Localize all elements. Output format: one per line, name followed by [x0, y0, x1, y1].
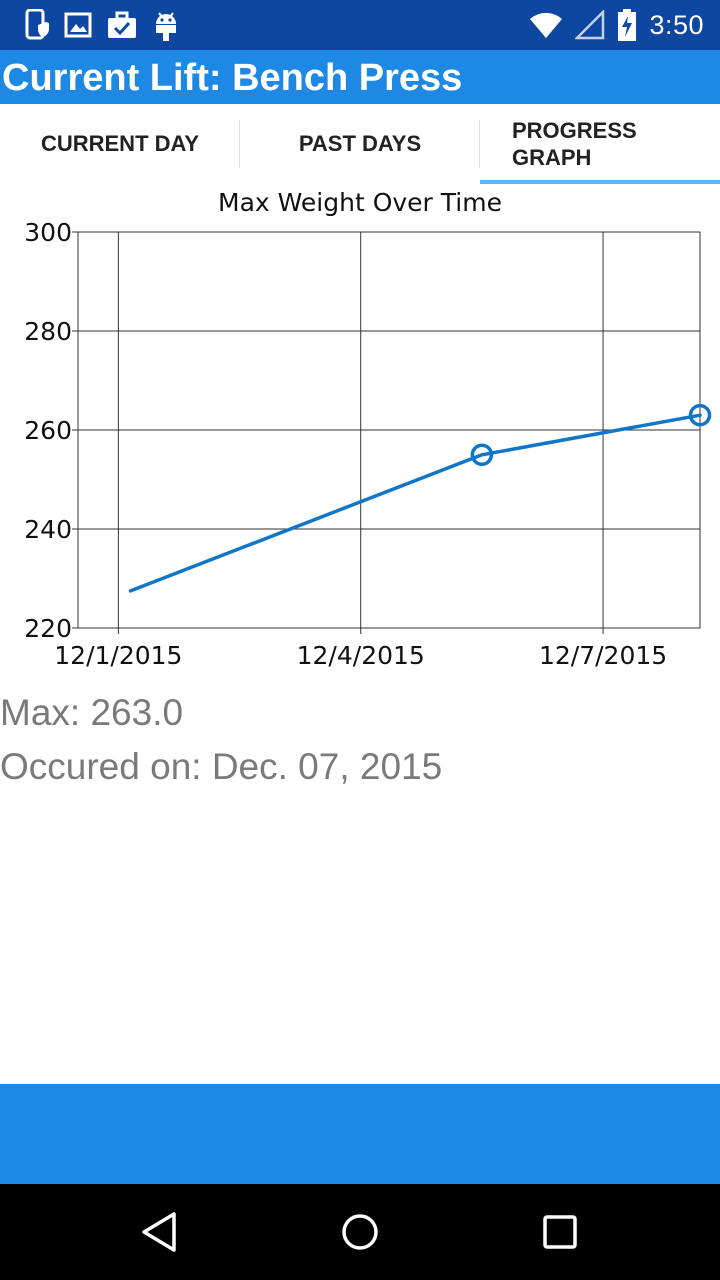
phone-shield-icon	[24, 9, 50, 41]
y-axis-ticks: 220 240 260 280 300	[24, 218, 72, 643]
image-icon	[64, 9, 92, 41]
home-icon[interactable]	[336, 1208, 384, 1256]
x-tick-label: 12/7/2015	[539, 641, 667, 670]
tab-progress-graph[interactable]: PROGRESS GRAPH	[480, 104, 720, 184]
progress-chart: Max Weight Over Time 220 240 260 280 300 12/…	[0, 184, 720, 684]
tab-current-day[interactable]: CURRENT DAY	[0, 104, 240, 184]
briefcase-check-icon	[106, 9, 138, 41]
x-axis-ticks: 12/1/2015 12/4/2015 12/7/2015	[54, 641, 667, 670]
y-tick-label: 280	[24, 317, 72, 346]
data-point	[470, 443, 494, 466]
x-tick-label: 12/4/2015	[297, 641, 425, 670]
tab-divider	[239, 120, 240, 168]
chart-grid	[72, 231, 701, 634]
chart-title: Max Weight Over Time	[218, 188, 502, 217]
page-title: Current Lift: Bench Press	[2, 57, 463, 99]
max-date-text: Occured on: Dec. 07, 2015	[0, 746, 443, 787]
clock: 3:50	[649, 9, 704, 40]
tab-label: PROGRESS GRAPH	[512, 117, 637, 171]
tab-label-line-2: GRAPH	[512, 145, 592, 170]
tab-past-days[interactable]: PAST DAYS	[240, 104, 480, 184]
android-icon	[152, 9, 180, 41]
bottom-bar	[0, 1084, 720, 1184]
x-tick-label: 12/1/2015	[54, 641, 182, 670]
max-value-text: Max: 263.0	[0, 692, 184, 733]
tab-label: CURRENT DAY	[40, 131, 200, 156]
y-tick-label: 220	[24, 614, 72, 643]
chart-svg: Max Weight Over Time 220 240 260 280 300 12/…	[24, 188, 712, 670]
battery-charging-icon	[617, 9, 637, 41]
data-point	[688, 403, 712, 427]
tab-selected-indicator	[480, 180, 720, 184]
status-bar: 3:50	[0, 0, 720, 50]
navigation-bar	[0, 1184, 720, 1280]
back-icon[interactable]	[136, 1208, 184, 1256]
y-tick-label: 300	[24, 218, 72, 247]
y-tick-label: 260	[24, 416, 72, 445]
y-tick-label: 240	[24, 515, 72, 544]
wifi-icon	[529, 11, 563, 39]
tab-bar: CURRENT DAY PAST DAYS PROGRESS GRAPH	[0, 104, 720, 184]
signal-icon	[575, 10, 605, 40]
chart-series	[128, 403, 712, 593]
recents-icon[interactable]	[536, 1208, 584, 1256]
tab-label: PAST DAYS	[298, 131, 422, 156]
tab-label-line-1: PROGRESS	[512, 118, 637, 143]
series-line	[128, 413, 702, 593]
tab-divider	[479, 120, 480, 168]
app-bar: Current Lift: Bench Press	[0, 50, 720, 104]
